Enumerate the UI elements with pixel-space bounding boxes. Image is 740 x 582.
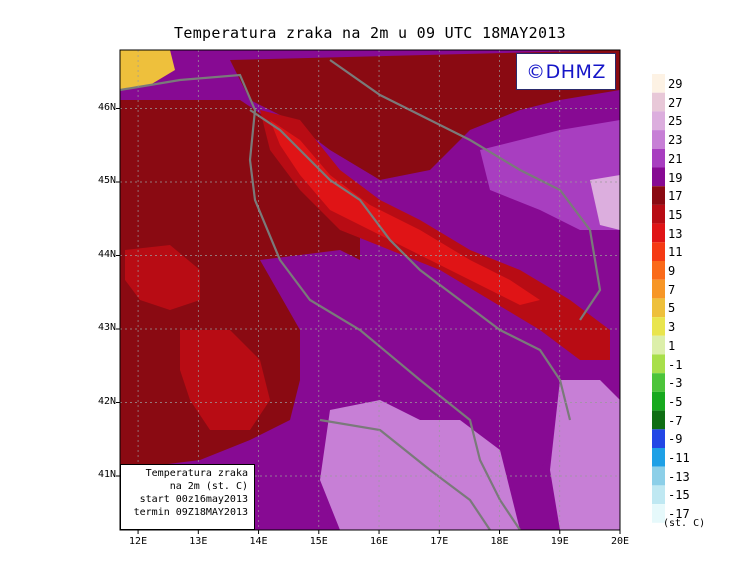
alps-hot-corner [120, 50, 175, 90]
coastlines [120, 59, 602, 530]
lon-label: 17E [430, 536, 449, 547]
colorbar-label: 7 [668, 282, 676, 297]
colorbar-swatch [652, 261, 665, 280]
colorbar-swatch [652, 373, 665, 392]
lon-label: 20E [610, 536, 630, 547]
colorbar-swatch [652, 466, 665, 486]
colorbar-label: 25 [668, 114, 683, 129]
colorbar-label: -15 [668, 488, 690, 503]
info-line-units: na 2m (st. C) [169, 481, 248, 492]
colorbar-swatch [652, 391, 665, 411]
colorbar-label: 27 [668, 95, 683, 110]
lon-label: 16E [370, 536, 389, 547]
eastern-pale-patch [590, 175, 620, 230]
map-title: Temperatura zraka na 2m u 09 UTC 18MAY20… [174, 24, 566, 42]
colorbar-label: 19 [668, 170, 683, 185]
colorbar-label: -3 [668, 376, 683, 391]
colorbar-swatch [652, 335, 665, 355]
colorbar-swatch [652, 298, 665, 318]
colorbar-swatch [652, 130, 665, 149]
dhmz-logo: ©DHMZ [516, 53, 616, 90]
italy-hot-patch-south [180, 330, 270, 430]
eastern-interior-region [480, 120, 620, 230]
colorbar-label: 5 [668, 301, 676, 316]
axis-ticks [116, 108, 621, 534]
colorbar-swatch [652, 111, 665, 131]
colorbar-label: -1 [668, 357, 683, 372]
info-line-title: Temperatura zraka [145, 468, 248, 479]
colorbar-swatch [652, 429, 665, 448]
lon-label: 12E [129, 536, 148, 547]
colorbar-label: -11 [668, 451, 690, 465]
colorbar-swatch [652, 74, 665, 93]
colorbar-label: 29 [668, 77, 683, 91]
colorbar-swatch [652, 485, 665, 505]
colorbar-label: 1 [668, 338, 676, 353]
colorbar-swatch [652, 204, 665, 224]
colorbar-swatch [652, 410, 665, 430]
temperature-field [120, 50, 620, 530]
colorbar-swatch [652, 148, 665, 168]
lat-label: 41N [97, 469, 116, 480]
colorbar-swatch [652, 448, 665, 467]
croatian-coastline [249, 109, 572, 421]
ionian-light-region [320, 400, 520, 530]
italy-hot-patch-north [125, 245, 200, 310]
national-border [329, 59, 602, 321]
lon-label: 15E [309, 536, 328, 547]
colorbar-swatch [652, 186, 665, 205]
info-box: Temperatura zraka na 2m (st. C) start 00… [120, 464, 255, 530]
balkan-south-region [550, 380, 620, 530]
lon-label: 19E [550, 536, 569, 547]
colorbar-label: 17 [668, 189, 683, 204]
lon-label: 13E [189, 536, 208, 547]
colorbar-label: 13 [668, 226, 683, 241]
colorbar-label: -5 [668, 394, 683, 409]
colorbar-swatch [652, 242, 665, 261]
colorbar-label: 11 [668, 245, 683, 260]
lon-label: 14E [249, 536, 268, 547]
lat-label: 44N [97, 248, 116, 260]
colorbar-swatch [652, 279, 665, 299]
info-line-start: start 00z16may2013 [139, 494, 248, 505]
lat-label: 42N [97, 395, 116, 407]
info-line-term: termin 09Z18MAY2013 [133, 507, 248, 518]
colorbar-swatch [652, 92, 665, 112]
lat-label: 46N [97, 101, 116, 113]
italian-coastline [120, 73, 521, 530]
colorbar-swatch [652, 354, 665, 374]
colorbar-swatch [652, 504, 665, 523]
colorbar-label: 21 [668, 151, 683, 166]
map-frame [119, 49, 621, 531]
colorbar-units: (st. C) [663, 518, 706, 529]
colorbar-label: 23 [668, 133, 683, 148]
colorbar-label: 9 [668, 264, 676, 278]
lat-label: 45N [97, 175, 116, 186]
coastal-hotter-strip [270, 120, 540, 305]
colorbar-label: 15 [668, 207, 683, 222]
colorbar-swatch [652, 317, 665, 336]
southern-coastline [319, 418, 491, 530]
colorbar-label: -17 [668, 507, 690, 522]
lon-label: 18E [490, 536, 509, 547]
colorbar-label: -7 [668, 413, 683, 428]
colorbar-swatch [652, 223, 665, 243]
colorbar-label: 3 [668, 320, 676, 335]
colorbar-label: -9 [668, 432, 683, 447]
lat-label: 43N [97, 322, 116, 333]
colorbar-label: -13 [668, 469, 690, 484]
colorbar-swatch [652, 167, 665, 187]
colorbar [652, 74, 665, 523]
